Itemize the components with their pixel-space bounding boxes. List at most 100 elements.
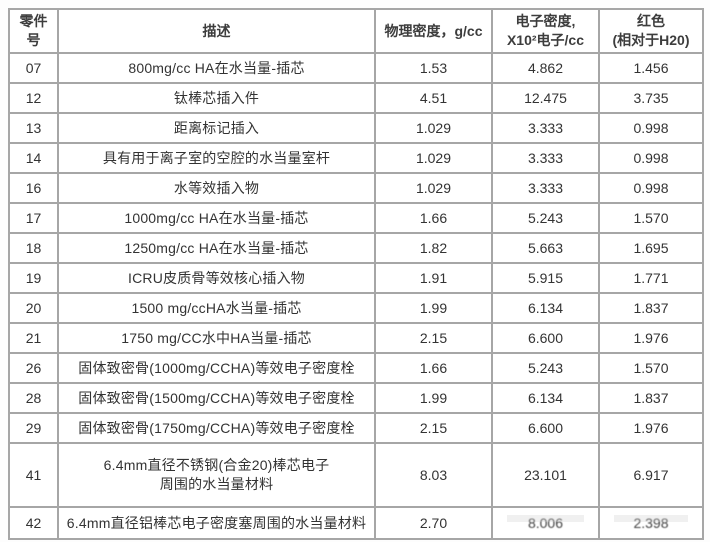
- physical-density-cell: 1.99: [374, 382, 493, 414]
- physical-density-cell: 1.82: [374, 232, 493, 264]
- table-row: 18 1250mg/cc HA在水当量-插芯 1.82 5.663 1.695: [8, 232, 704, 264]
- table-row: 42 6.4mm直径铝棒芯电子密度塞周围的水当量材料 2.70 8.006 2.…: [8, 506, 704, 540]
- physical-density-cell: 1.99: [374, 292, 493, 324]
- header-row: 零件号 描述 物理密度，g/cc 电子密度, X10²电子/cc 红色 (相对于…: [8, 8, 704, 54]
- table-row: 12 钛棒芯插入件 4.51 12.475 3.735: [8, 82, 704, 114]
- col-header-electron-density: 电子密度, X10²电子/cc: [491, 8, 600, 54]
- physical-density-cell: 2.15: [374, 412, 493, 444]
- electron-density-cell: 3.333: [491, 112, 600, 144]
- part-number-cell: 16: [8, 172, 59, 204]
- description-cell: 具有用于离子室的空腔的水当量室杆: [57, 142, 376, 174]
- red-relative-cell: 2.398: [598, 506, 704, 540]
- part-number-cell: 13: [8, 112, 59, 144]
- part-number-cell: 41: [8, 442, 59, 508]
- red-relative-cell: 1.837: [598, 382, 704, 414]
- col-header-part-number: 零件号: [8, 8, 59, 54]
- part-number-cell: 20: [8, 292, 59, 324]
- description-cell: 1750 mg/CC水中HA当量-插芯: [57, 322, 376, 354]
- red-relative-cell: 1.695: [598, 232, 704, 264]
- electron-density-cell: 8.006: [491, 506, 600, 540]
- table-row: 14 具有用于离子室的空腔的水当量室杆 1.029 3.333 0.998: [8, 142, 704, 174]
- part-number-cell: 17: [8, 202, 59, 234]
- physical-density-cell: 2.70: [374, 506, 493, 540]
- table-row: 13 距离标记插入 1.029 3.333 0.998: [8, 112, 704, 144]
- description-cell: 钛棒芯插入件: [57, 82, 376, 114]
- description-cell: 6.4mm直径铝棒芯电子密度塞周围的水当量材料: [57, 506, 376, 540]
- col-header-description: 描述: [57, 8, 376, 54]
- electron-density-cell: 3.333: [491, 142, 600, 174]
- red-relative-cell: 0.998: [598, 112, 704, 144]
- red-relative-cell: 1.570: [598, 202, 704, 234]
- part-number-cell: 21: [8, 322, 59, 354]
- description-cell: 固体致密骨(1500mg/CCHA)等效电子密度栓: [57, 382, 376, 414]
- description-cell: 固体致密骨(1000mg/CCHA)等效电子密度栓: [57, 352, 376, 384]
- electron-density-cell: 6.134: [491, 292, 600, 324]
- red-relative-cell: 1.771: [598, 262, 704, 294]
- electron-density-cell: 12.475: [491, 82, 600, 114]
- table-row: 29 固体致密骨(1750mg/CCHA)等效电子密度栓 2.15 6.600 …: [8, 412, 704, 444]
- table-row: 26 固体致密骨(1000mg/CCHA)等效电子密度栓 1.66 5.243 …: [8, 352, 704, 384]
- description-cell: 1500 mg/ccHA水当量-插芯: [57, 292, 376, 324]
- electron-density-cell: 5.243: [491, 352, 600, 384]
- part-number-cell: 29: [8, 412, 59, 444]
- electron-density-cell: 6.600: [491, 322, 600, 354]
- phantom-insert-spec-table: 零件号 描述 物理密度，g/cc 电子密度, X10²电子/cc 红色 (相对于…: [8, 8, 704, 540]
- electron-density-cell: 23.101: [491, 442, 600, 508]
- red-relative-cell: 1.456: [598, 52, 704, 84]
- electron-density-cell: 4.862: [491, 52, 600, 84]
- description-cell: ICRU皮质骨等效核心插入物: [57, 262, 376, 294]
- table-row: 20 1500 mg/ccHA水当量-插芯 1.99 6.134 1.837: [8, 292, 704, 324]
- red-relative-cell: 6.917: [598, 442, 704, 508]
- table-row: 28 固体致密骨(1500mg/CCHA)等效电子密度栓 1.99 6.134 …: [8, 382, 704, 414]
- table-row: 07 800mg/cc HA在水当量-插芯 1.53 4.862 1.456: [8, 52, 704, 84]
- part-number-cell: 26: [8, 352, 59, 384]
- description-cell: 固体致密骨(1750mg/CCHA)等效电子密度栓: [57, 412, 376, 444]
- electron-density-cell: 5.243: [491, 202, 600, 234]
- table-row: 17 1000mg/cc HA在水当量-插芯 1.66 5.243 1.570: [8, 202, 704, 234]
- description-cell: 距离标记插入: [57, 112, 376, 144]
- physical-density-cell: 1.91: [374, 262, 493, 294]
- table-row: 41 6.4mm直径不锈钢(合金20)棒芯电子 周围的水当量材料 8.03 23…: [8, 442, 704, 508]
- description-cell: 水等效插入物: [57, 172, 376, 204]
- part-number-cell: 12: [8, 82, 59, 114]
- physical-density-cell: 1.53: [374, 52, 493, 84]
- description-cell: 6.4mm直径不锈钢(合金20)棒芯电子 周围的水当量材料: [57, 442, 376, 508]
- col-header-red-relative: 红色 (相对于H20): [598, 8, 704, 54]
- part-number-cell: 18: [8, 232, 59, 264]
- part-number-cell: 28: [8, 382, 59, 414]
- part-number-cell: 19: [8, 262, 59, 294]
- red-relative-cell: 1.570: [598, 352, 704, 384]
- table-row: 21 1750 mg/CC水中HA当量-插芯 2.15 6.600 1.976: [8, 322, 704, 354]
- red-relative-cell: 0.998: [598, 142, 704, 174]
- part-number-cell: 42: [8, 506, 59, 540]
- physical-density-cell: 1.66: [374, 202, 493, 234]
- description-cell: 800mg/cc HA在水当量-插芯: [57, 52, 376, 84]
- physical-density-cell: 1.029: [374, 112, 493, 144]
- red-relative-value: 2.398: [633, 514, 669, 531]
- table-row: 19 ICRU皮质骨等效核心插入物 1.91 5.915 1.771: [8, 262, 704, 294]
- red-relative-cell: 0.998: [598, 172, 704, 204]
- red-relative-cell: 1.976: [598, 322, 704, 354]
- electron-density-value: 8.006: [527, 514, 564, 531]
- physical-density-cell: 1.029: [374, 142, 493, 174]
- electron-density-cell: 6.600: [491, 412, 600, 444]
- table-row: 16 水等效插入物 1.029 3.333 0.998: [8, 172, 704, 204]
- physical-density-cell: 8.03: [374, 442, 493, 508]
- col-header-physical-density: 物理密度，g/cc: [374, 8, 493, 54]
- physical-density-cell: 1.66: [374, 352, 493, 384]
- part-number-cell: 07: [8, 52, 59, 84]
- electron-density-cell: 5.915: [491, 262, 600, 294]
- red-relative-cell: 1.837: [598, 292, 704, 324]
- description-cell: 1250mg/cc HA在水当量-插芯: [57, 232, 376, 264]
- part-number-cell: 14: [8, 142, 59, 174]
- red-relative-cell: 3.735: [598, 82, 704, 114]
- description-cell: 1000mg/cc HA在水当量-插芯: [57, 202, 376, 234]
- electron-density-cell: 3.333: [491, 172, 600, 204]
- physical-density-cell: 1.029: [374, 172, 493, 204]
- red-relative-cell: 1.976: [598, 412, 704, 444]
- electron-density-cell: 5.663: [491, 232, 600, 264]
- physical-density-cell: 2.15: [374, 322, 493, 354]
- physical-density-cell: 4.51: [374, 82, 493, 114]
- electron-density-cell: 6.134: [491, 382, 600, 414]
